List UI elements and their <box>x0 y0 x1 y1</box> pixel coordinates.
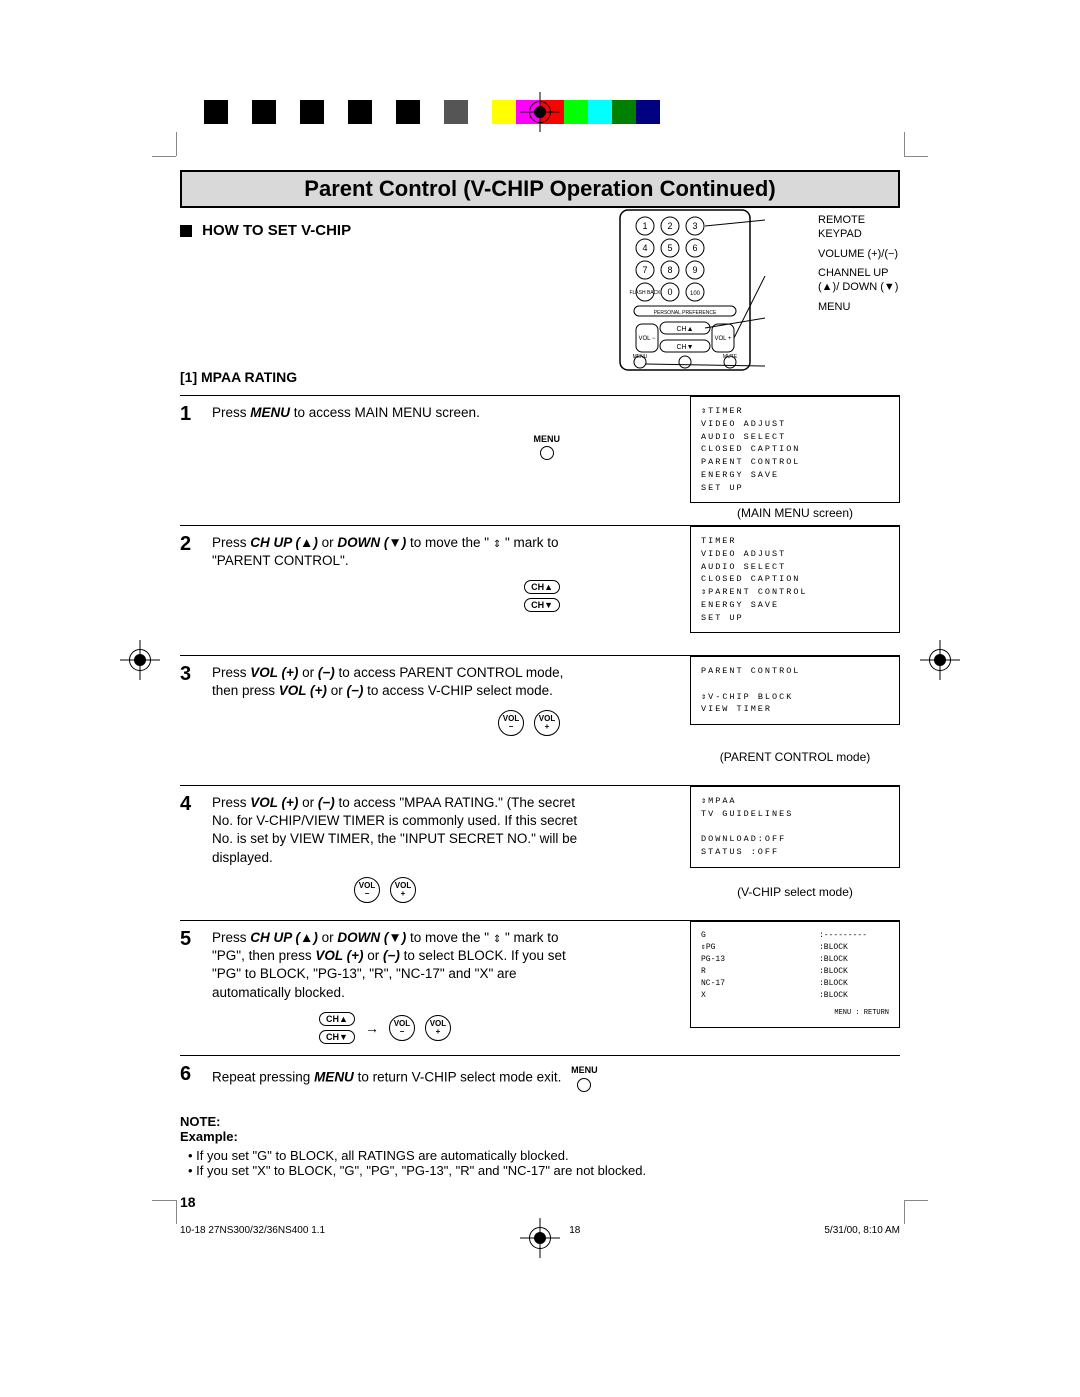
cutmark <box>176 132 177 156</box>
page-number: 18 <box>180 1194 900 1210</box>
screen-caption: (PARENT CONTROL mode) <box>690 750 900 764</box>
step-number: 1 <box>180 404 202 424</box>
svg-text:VOL +: VOL + <box>715 336 732 342</box>
print-footer: 10-18 27NS300/32/36NS400 1.1 18 5/31/00,… <box>180 1225 900 1236</box>
screen-caption: (MAIN MENU screen) <box>690 506 900 520</box>
ch-up-button: CH▲ <box>524 580 560 594</box>
ch-down-button: CH▼ <box>319 1030 355 1044</box>
svg-text:2: 2 <box>667 221 672 231</box>
parent-control-screen: PARENT CONTROL ⇕V-CHIP BLOCK VIEW TIMER <box>690 656 900 725</box>
cutmark <box>176 1200 177 1224</box>
svg-text:4: 4 <box>642 243 647 253</box>
step-number: 2 <box>180 534 202 554</box>
vchip-select-screen: ⇕MPAA TV GUIDELINES DOWNLOAD:OFF STATUS … <box>690 786 900 868</box>
step-number: 4 <box>180 794 202 814</box>
step-5: 5 Press CH UP (▲) or DOWN (▼) to move th… <box>180 920 900 1055</box>
svg-text:FLASH BACK: FLASH BACK <box>629 290 661 296</box>
remote-label-channel: CHANNEL UP (▲)/ DOWN (▼) <box>818 267 900 295</box>
ch-down-button: CH▼ <box>524 598 560 612</box>
page-content: Parent Control (V-CHIP Operation Continu… <box>180 170 900 1210</box>
step-number: 5 <box>180 929 202 949</box>
vol-minus-button: VOL− <box>354 877 380 903</box>
step-number: 3 <box>180 664 202 684</box>
page-title: Parent Control (V-CHIP Operation Continu… <box>304 176 775 201</box>
note-bullet: If you set "X" to BLOCK, "G", "PG", "PG-… <box>188 1163 900 1178</box>
svg-text:7: 7 <box>642 265 647 275</box>
arrow-icon: → <box>365 1020 379 1036</box>
step-text: Press CH UP (▲) or DOWN (▼) to move the … <box>212 534 592 570</box>
step-number: 6 <box>180 1064 202 1084</box>
svg-text:MUTE: MUTE <box>723 354 738 360</box>
step-text: Press VOL (+) or (−) to access PARENT CO… <box>212 664 592 700</box>
registration-target-left <box>120 640 160 680</box>
step-text: Press CH UP (▲) or DOWN (▼) to move the … <box>212 929 592 1002</box>
cutmark <box>904 1200 905 1224</box>
svg-text:9: 9 <box>692 265 697 275</box>
remote-label-volume: VOLUME (+)/(−) <box>818 248 900 262</box>
ch-up-button: CH▲ <box>319 1012 355 1026</box>
cutmark <box>904 156 928 157</box>
cutmark <box>152 156 176 157</box>
svg-text:5: 5 <box>667 243 672 253</box>
step-text: Press MENU to access MAIN MENU screen. <box>212 404 592 422</box>
vol-plus-button: VOL+ <box>425 1015 451 1041</box>
section-heading-text: HOW TO SET V-CHIP <box>202 222 351 239</box>
page-title-bar: Parent Control (V-CHIP Operation Continu… <box>180 170 900 208</box>
bullet-square-icon <box>180 225 192 237</box>
cutmark <box>904 132 905 156</box>
footer-right: 5/31/00, 8:10 AM <box>824 1225 900 1236</box>
registration-target-top <box>520 92 560 132</box>
step-4: 4 Press VOL (+) or (−) to access "MPAA R… <box>180 785 900 920</box>
example-heading: Example: <box>180 1129 238 1144</box>
svg-text:3: 3 <box>692 221 697 231</box>
main-menu-screen-2: TIMER VIDEO ADJUST AUDIO SELECT CLOSED C… <box>690 526 900 633</box>
svg-text:VOL −: VOL − <box>639 336 656 342</box>
svg-text:0: 0 <box>667 287 672 297</box>
mpaa-rating-screen: G:--------- ⇕PG:BLOCK PG-13:BLOCK R:BLOC… <box>690 921 900 1028</box>
screen-caption: (V-CHIP select mode) <box>690 885 900 899</box>
svg-text:MENU: MENU <box>633 354 648 360</box>
vol-minus-button: VOL− <box>389 1015 415 1041</box>
vol-minus-button: VOL− <box>498 710 524 736</box>
step-1: 1 Press MENU to access MAIN MENU screen.… <box>180 395 900 525</box>
note-heading: NOTE: <box>180 1114 220 1129</box>
remote-label-menu: MENU <box>818 301 900 315</box>
footer-center: 18 <box>569 1225 580 1236</box>
step-text: Press VOL (+) or (−) to access "MPAA RAT… <box>212 794 592 867</box>
menu-button-icon: MENU <box>534 434 561 460</box>
svg-text:CH▲: CH▲ <box>676 326 693 333</box>
svg-text:8: 8 <box>667 265 672 275</box>
svg-text:CH▼: CH▼ <box>676 344 693 351</box>
step-3: 3 Press VOL (+) or (−) to access PARENT … <box>180 655 900 785</box>
svg-text:100: 100 <box>690 291 701 297</box>
svg-text:PERSONAL PREFERENCE: PERSONAL PREFERENCE <box>654 310 717 316</box>
main-menu-screen: ⇕TIMER VIDEO ADJUST AUDIO SELECT CLOSED … <box>690 396 900 503</box>
svg-text:1: 1 <box>642 221 647 231</box>
registration-target-right <box>920 640 960 680</box>
registration-target-bottom <box>520 1218 560 1258</box>
step-6: 6 Repeat pressing MENU to return V-CHIP … <box>180 1055 900 1102</box>
remote-illustration: 1 2 3 4 5 6 7 8 9 FLASH BACK 0 100 PERSO… <box>600 206 810 376</box>
note-bullet: If you set "G" to BLOCK, all RATINGS are… <box>188 1148 900 1163</box>
menu-return-label: MENU : RETURN <box>701 1008 889 1019</box>
svg-text:6: 6 <box>692 243 697 253</box>
note-block: NOTE: Example: If you set "G" to BLOCK, … <box>180 1114 900 1178</box>
vol-plus-button: VOL+ <box>534 710 560 736</box>
footer-left: 10-18 27NS300/32/36NS400 1.1 <box>180 1225 325 1236</box>
step-text: Repeat pressing MENU to return V-CHIP se… <box>212 1064 598 1092</box>
step-2: 2 Press CH UP (▲) or DOWN (▼) to move th… <box>180 525 900 655</box>
cutmark <box>152 1200 176 1201</box>
vol-plus-button: VOL+ <box>390 877 416 903</box>
cutmark <box>904 1200 928 1201</box>
remote-label-keypad: REMOTE KEYPAD <box>818 214 900 242</box>
menu-button-icon: MENU <box>571 1064 598 1092</box>
print-color-bar <box>200 100 660 124</box>
remote-diagram: 1 2 3 4 5 6 7 8 9 FLASH BACK 0 100 PERSO… <box>600 206 900 376</box>
